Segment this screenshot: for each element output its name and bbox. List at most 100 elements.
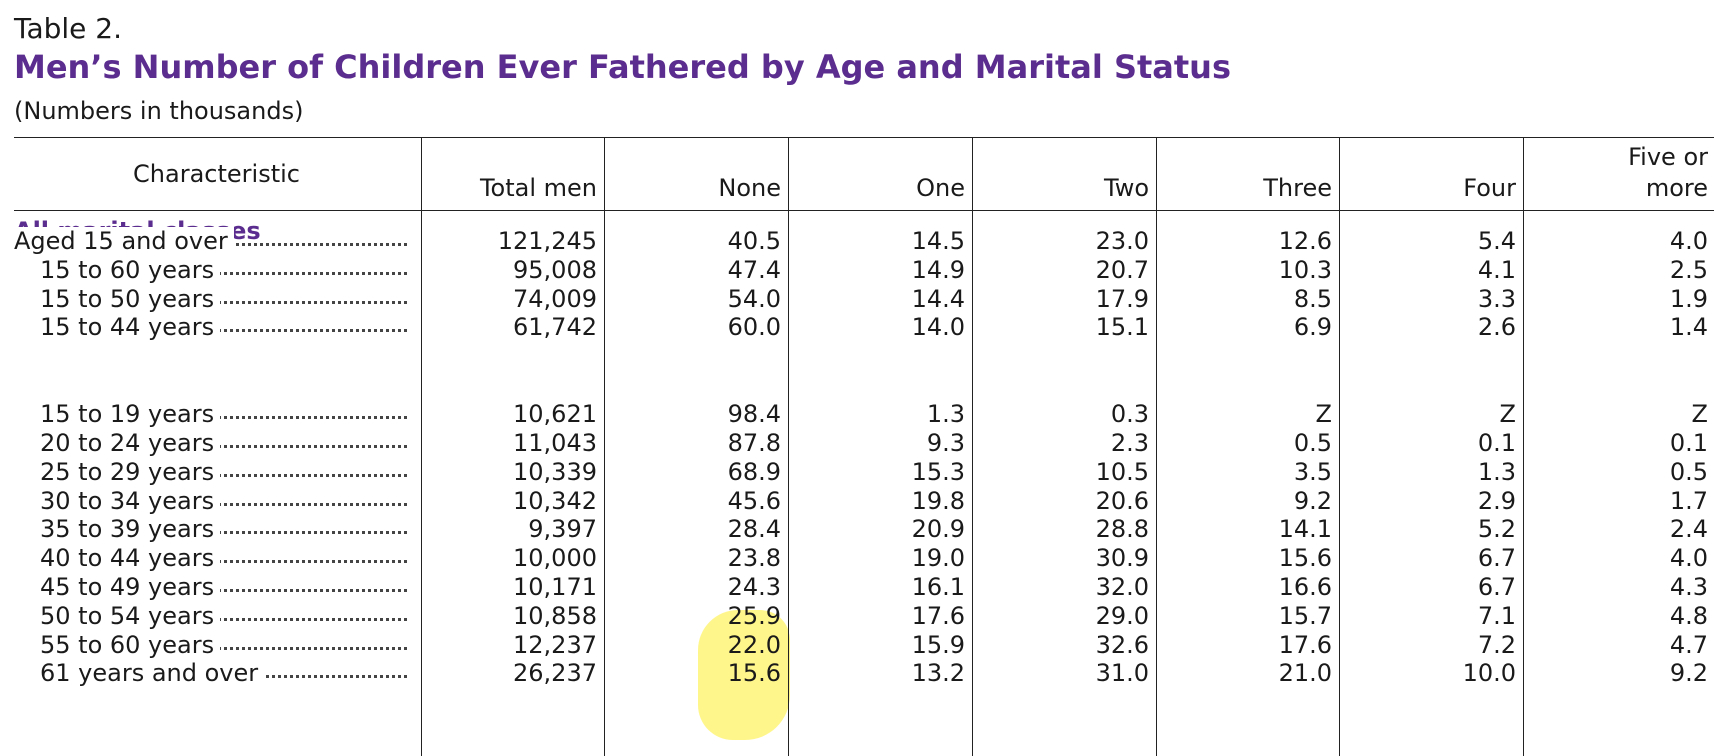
cell-one: 17.6 <box>911 601 965 630</box>
cell-four: 1.3 <box>1477 457 1516 486</box>
table-row: 55 to 60 years 12,237 22.0 15.9 32.6 17.6 7.2 4… <box>14 630 1714 663</box>
cell-two: 31.0 <box>1095 659 1149 688</box>
header-none: None <box>718 174 781 202</box>
header-one: One <box>916 174 965 202</box>
table-row: 15 to 19 years 10,621 98.4 1.3 0.3 Z Z Z <box>14 400 1714 432</box>
cell-total-men: 10,342 <box>513 486 597 515</box>
column-divider <box>604 137 605 756</box>
row-label-text: 50 to 54 years <box>14 601 221 630</box>
row-label-text: 35 to 39 years <box>14 515 221 544</box>
cell-three: 14.1 <box>1278 515 1332 544</box>
cell-four: 6.7 <box>1477 544 1516 573</box>
cell-none: 23.8 <box>727 544 781 573</box>
cell-five-or-more: 1.7 <box>1669 486 1708 515</box>
header-four: Four <box>1463 174 1516 202</box>
header-bottom-rule <box>14 210 1714 211</box>
cell-total-men: 12,237 <box>513 630 597 659</box>
row-label: 50 to 54 years <box>14 601 419 630</box>
cell-four: 0.1 <box>1477 429 1516 457</box>
column-divider <box>1156 137 1157 756</box>
row-label-text: 45 to 49 years <box>14 573 221 601</box>
cell-four: 2.6 <box>1477 313 1516 342</box>
cell-five-or-more: 4.3 <box>1669 573 1708 601</box>
yellow-highlight-mark <box>698 610 790 740</box>
cell-three: 15.6 <box>1278 544 1332 573</box>
row-label-text: 30 to 34 years <box>14 486 221 515</box>
cell-five-or-more: 2.4 <box>1669 515 1708 544</box>
row-label: Aged 15 and over <box>14 227 419 255</box>
cell-three: 8.5 <box>1293 284 1332 313</box>
header-characteristic: Characteristic <box>133 160 300 188</box>
cell-none: 28.4 <box>727 515 781 544</box>
cell-none: 98.4 <box>727 400 781 429</box>
header-five-line2: more <box>1645 174 1708 202</box>
row-label-text: 40 to 44 years <box>14 544 221 573</box>
cell-five-or-more: 1.9 <box>1669 284 1708 313</box>
table-row: 40 to 44 years 10,000 23.8 19.0 30.9 15.6 6.7 4… <box>14 544 1714 576</box>
cell-total-men: 9,397 <box>528 515 597 544</box>
row-label: 20 to 24 years <box>14 429 419 457</box>
header-total-men: Total men <box>479 174 597 202</box>
table-row: 15 to 44 years 61,742 60.0 14.0 15.1 6.9 2.6 1.… <box>14 313 1714 345</box>
cell-three: 6.9 <box>1293 313 1332 342</box>
cell-total-men: 121,245 <box>497 227 597 255</box>
cell-one: 20.9 <box>911 515 965 544</box>
table-row: 15 to 60 years 95,008 47.4 14.9 20.7 10.3 4.1 2… <box>14 255 1714 288</box>
table-label: Table 2. <box>14 12 123 45</box>
row-label-text: 61 years and over <box>14 659 265 688</box>
row-label-text: Aged 15 and over <box>14 227 234 255</box>
table-row: 61 years and over 26,237 15.6 13.2 31.0 21.0 1… <box>14 659 1714 691</box>
table-row: 15 to 50 years 74,009 54.0 14.4 17.9 8.5 3.3 1.… <box>14 284 1714 317</box>
cell-five-or-more: 9.2 <box>1669 659 1708 688</box>
cell-five-or-more: 2.5 <box>1669 255 1708 284</box>
cell-two: 23.0 <box>1095 227 1149 255</box>
cell-three: 21.0 <box>1278 659 1332 688</box>
cell-five-or-more: 4.7 <box>1669 630 1708 659</box>
cell-none: 25.9 <box>727 601 781 630</box>
cell-two: 28.8 <box>1095 515 1149 544</box>
table-row: 20 to 24 years 11,043 87.8 9.3 2.3 0.5 0.1 0.1 <box>14 429 1714 461</box>
row-label: 15 to 60 years <box>14 255 419 284</box>
cell-two: 17.9 <box>1095 284 1149 313</box>
row-label: 15 to 19 years <box>14 400 419 429</box>
table-row: 50 to 54 years 10,858 25.9 17.6 29.0 15.7 7.1 4… <box>14 601 1714 634</box>
cell-two: 0.3 <box>1110 400 1149 429</box>
table-title: Men’s Number of Children Ever Fathered b… <box>14 48 1231 86</box>
row-label: 40 to 44 years <box>14 544 419 573</box>
cell-one: 1.3 <box>926 400 965 429</box>
cell-none: 47.4 <box>727 255 781 284</box>
column-divider <box>421 137 422 756</box>
cell-none: 87.8 <box>727 429 781 457</box>
table-note: (Numbers in thousands) <box>14 97 304 125</box>
table-row: 45 to 49 years 10,171 24.3 16.1 32.0 16.6 6.7 4… <box>14 573 1714 605</box>
row-label-text: 15 to 50 years <box>14 284 221 313</box>
cell-three: 9.2 <box>1293 486 1332 515</box>
cell-four: 3.3 <box>1477 284 1516 313</box>
table-row: 35 to 39 years 9,397 28.4 20.9 28.8 14.1 5.2 2.… <box>14 515 1714 547</box>
cell-none: 54.0 <box>727 284 781 313</box>
cell-total-men: 61,742 <box>513 313 597 342</box>
cell-none: 68.9 <box>727 457 781 486</box>
cell-none: 40.5 <box>727 227 781 255</box>
header-two: Two <box>1104 174 1149 202</box>
cell-none: 45.6 <box>727 486 781 515</box>
table-row: Aged 15 and over 121,245 40.5 14.5 23.0 12.6 5… <box>14 227 1714 259</box>
cell-four: 7.1 <box>1477 601 1516 630</box>
cell-two: 20.7 <box>1095 255 1149 284</box>
cell-total-men: 10,000 <box>513 544 597 573</box>
row-label: 55 to 60 years <box>14 630 419 659</box>
cell-three: 16.6 <box>1278 573 1332 601</box>
cell-total-men: 74,009 <box>513 284 597 313</box>
cell-two: 15.1 <box>1095 313 1149 342</box>
cell-one: 14.4 <box>911 284 965 313</box>
cell-total-men: 10,339 <box>513 457 597 486</box>
cell-three: 17.6 <box>1278 630 1332 659</box>
cell-one: 16.1 <box>911 573 965 601</box>
cell-total-men: 11,043 <box>513 429 597 457</box>
cell-three: 10.3 <box>1278 255 1332 284</box>
cell-two: 30.9 <box>1095 544 1149 573</box>
row-label: 45 to 49 years <box>14 573 419 601</box>
row-label-text: 55 to 60 years <box>14 630 221 659</box>
cell-four: 6.7 <box>1477 573 1516 601</box>
cell-one: 13.2 <box>911 659 965 688</box>
